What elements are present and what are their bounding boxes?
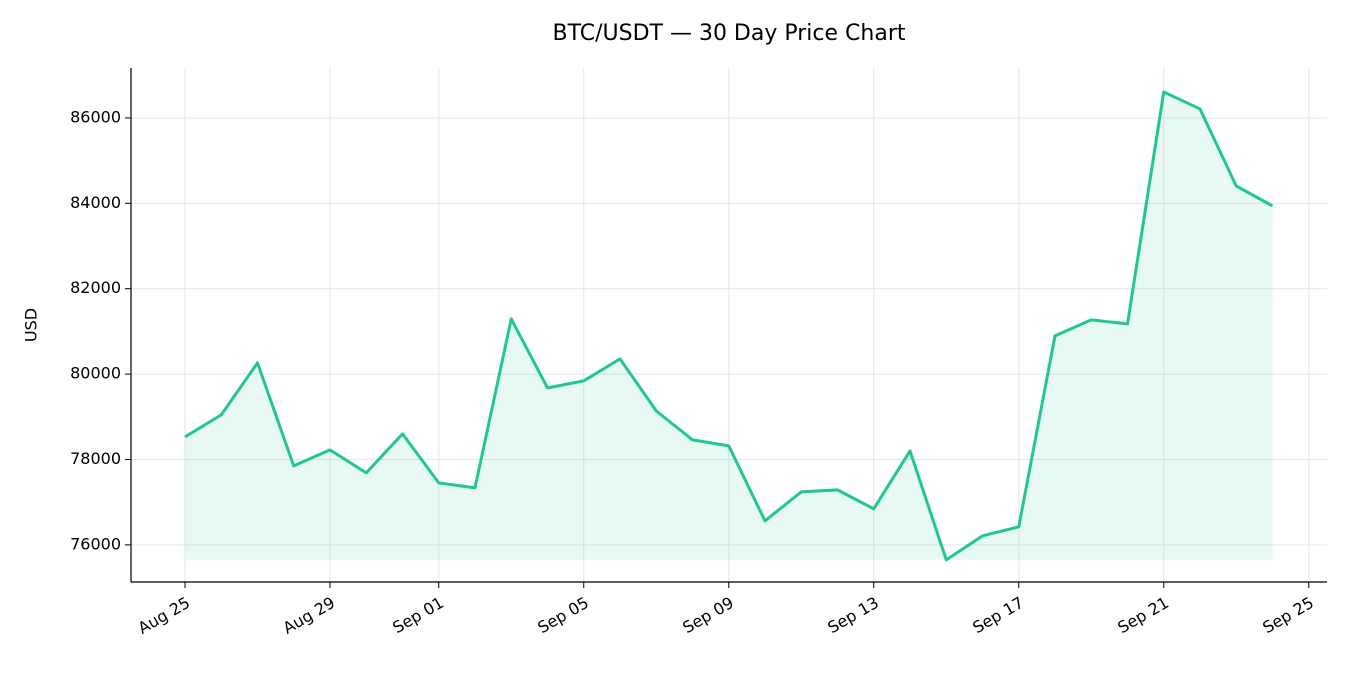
x-tick-label: Sep 13 [824, 593, 882, 637]
x-tick-label: Aug 29 [280, 593, 339, 638]
x-tick-label: Sep 25 [1259, 593, 1317, 637]
chart-title: BTC/USDT — 30 Day Price Chart [553, 21, 906, 46]
y-tick-label: 78000 [70, 449, 121, 468]
x-tick-label: Sep 17 [969, 593, 1027, 637]
x-tick-label: Sep 21 [1114, 593, 1172, 637]
y-tick-label: 86000 [70, 107, 121, 126]
x-tick-label: Sep 09 [679, 593, 737, 637]
y-tick-label: 80000 [70, 364, 121, 383]
y-axis-label: USD [22, 308, 41, 342]
area-fill [185, 91, 1273, 560]
x-tick-label: Aug 25 [135, 593, 194, 638]
price-line [184, 90, 1274, 562]
y-tick-label: 82000 [70, 278, 121, 297]
y-tick-label: 76000 [70, 534, 121, 553]
x-tick-label: Sep 01 [389, 593, 447, 637]
y-tick-label: 84000 [70, 193, 121, 212]
x-tick-label: Sep 05 [534, 593, 592, 637]
